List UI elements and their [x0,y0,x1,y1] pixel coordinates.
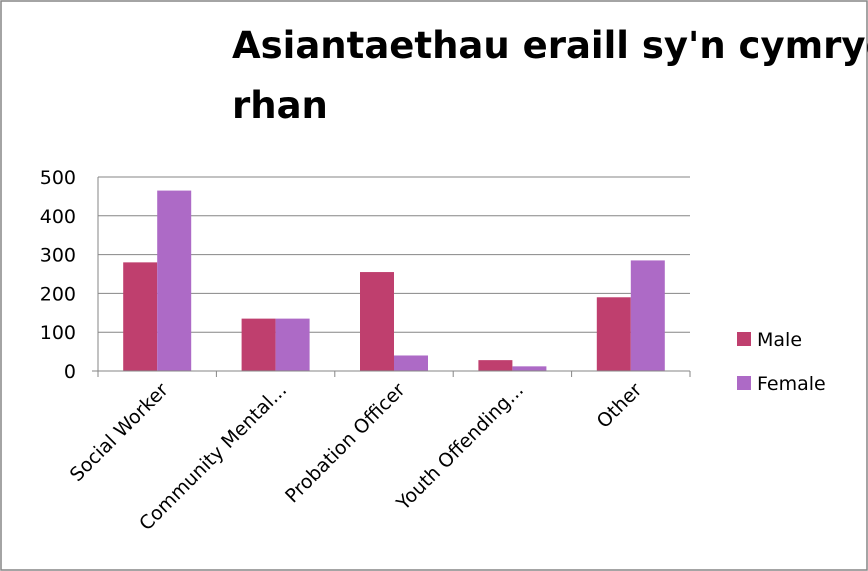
y-tick-label: 300 [40,245,76,267]
legend: Male Female [737,329,826,395]
bar-female-3 [512,366,547,371]
bar-female-0 [157,190,192,371]
y-tick-label: 400 [40,206,76,228]
bar-female-1 [275,318,310,371]
legend-label-female: Female [757,373,826,395]
y-tick-label: 500 [40,167,76,189]
bar-male-4 [596,297,631,371]
legend-swatch-female [737,376,751,390]
y-tick-label: 200 [40,283,76,305]
axes [92,177,691,377]
legend-label-male: Male [757,329,802,351]
bar-female-2 [394,355,428,371]
chart-title-line-1: Asiantaethau eraill sy'n cymryd [232,24,868,67]
bars [123,190,665,371]
y-axis-tick-labels: 0 100 200 300 400 500 [40,167,76,383]
bar-male-3 [478,360,513,371]
legend-swatch-male [737,332,751,346]
y-tick-label: 100 [40,322,76,344]
bar-male-2 [360,272,394,371]
bar-male-0 [123,262,158,371]
bar-male-1 [241,318,276,371]
bar-female-4 [630,260,665,371]
chart-title-line-2: rhan [232,84,328,127]
y-tick-label: 0 [64,361,76,383]
